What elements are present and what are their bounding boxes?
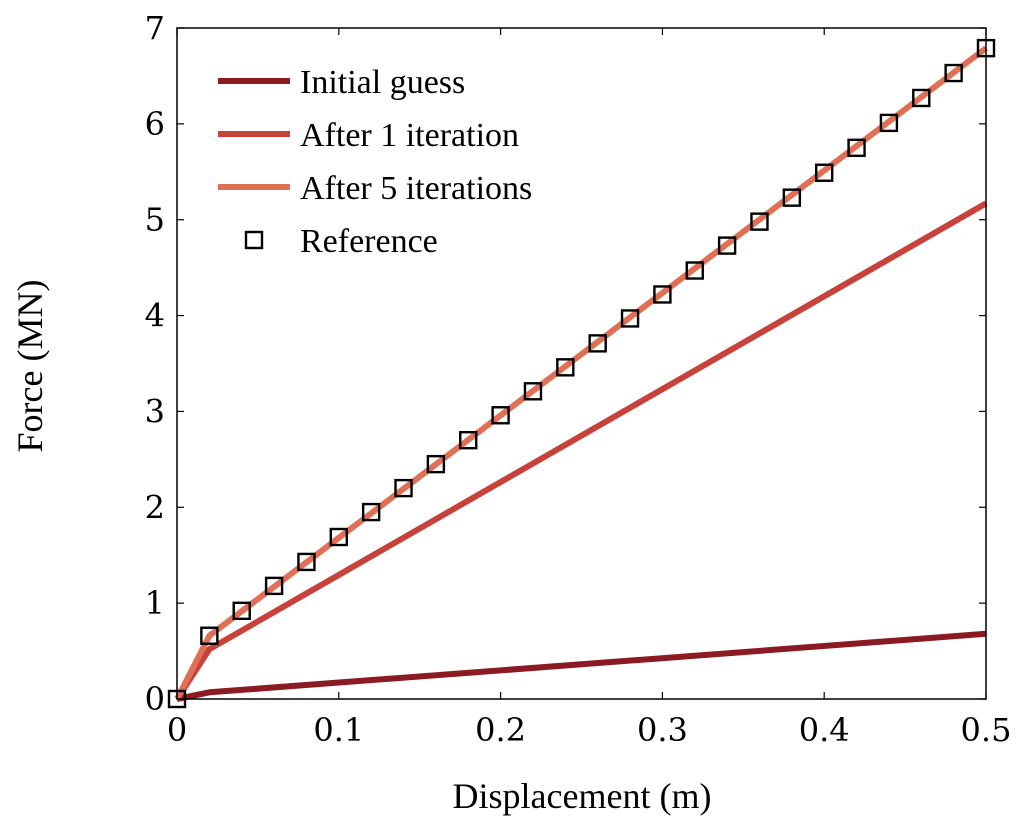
reference-point [912, 88, 931, 108]
reference-point [491, 406, 510, 425]
legend-swatch-reference [244, 230, 264, 250]
reference-point [782, 188, 802, 207]
reference-point [653, 285, 672, 304]
reference-point [556, 358, 575, 377]
y-tick-label: 6 [145, 105, 165, 143]
series-line-after-1-iteration [174, 200, 988, 701]
reference-point [685, 261, 704, 280]
reference-point [361, 502, 381, 522]
reference-point [426, 454, 446, 474]
legend-label-initial-guess: Initial guess [300, 64, 465, 101]
reference-point [297, 552, 316, 572]
legend-label-after-1-iteration: After 1 iteration [300, 117, 519, 154]
reference-point [232, 601, 251, 621]
axis-ticks: 0 0.1 0.2 0.3 0.4 0.5 0 1 2 3 4 5 6 7 [145, 9, 1012, 749]
reference-point [264, 576, 284, 596]
reference-point [815, 163, 834, 182]
legend-label-reference: Reference [300, 223, 438, 260]
plot-frame [176, 27, 987, 700]
x-tick-label: 0.1 [313, 711, 364, 749]
reference-point [847, 138, 866, 158]
y-tick-label: 1 [145, 584, 165, 622]
x-tick-label: 0.4 [799, 711, 850, 749]
reference-point [879, 113, 899, 133]
reference-point [523, 382, 543, 401]
x-tick-label: 0 [167, 711, 187, 749]
y-tick-label: 2 [145, 488, 165, 526]
reference-point [944, 63, 963, 83]
y-tick-label: 5 [145, 201, 165, 239]
y-tick-label: 4 [145, 297, 165, 335]
series-line-initial-guess [176, 630, 987, 702]
x-tick-label: 0.2 [475, 711, 526, 749]
legend-label-after-5-iterations: After 5 iterations [300, 170, 532, 207]
reference-point [620, 309, 640, 328]
x-tick-label: 0.5 [961, 711, 1012, 749]
reference-point [750, 212, 769, 231]
y-tick-label: 7 [145, 9, 165, 47]
reference-point [717, 236, 737, 255]
x-axis-title: Displacement (m) [453, 776, 712, 816]
y-axis-title: Force (MN) [10, 280, 50, 453]
legend: Initial guess After 1 iteration After 5 it… [218, 64, 532, 260]
y-tick-label: 0 [145, 680, 165, 718]
reference-point [329, 527, 348, 547]
reference-point [394, 478, 413, 498]
reference-point [200, 626, 219, 645]
plot-area [167, 38, 996, 709]
series-line-after-5-iterations [174, 45, 988, 701]
reference-point [459, 430, 478, 450]
reference-point [588, 334, 607, 353]
x-tick-label: 0.3 [637, 711, 688, 749]
y-tick-label: 3 [145, 392, 165, 430]
